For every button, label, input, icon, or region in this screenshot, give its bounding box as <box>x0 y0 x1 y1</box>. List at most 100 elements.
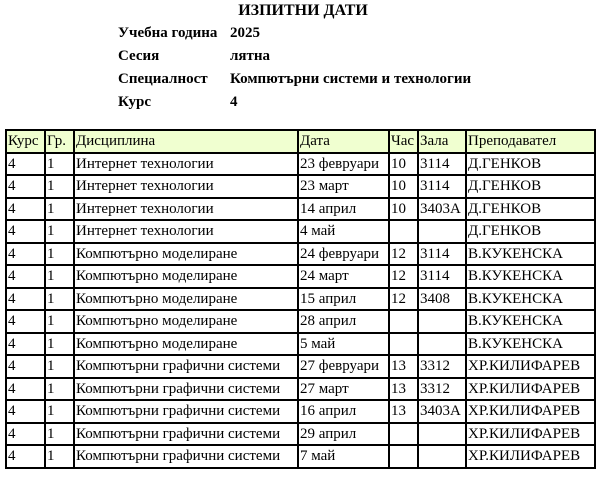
cell-group: 1 <box>44 151 75 176</box>
cell-room: 3114 <box>417 151 467 176</box>
cell-group: 1 <box>44 264 75 289</box>
cell-lecturer: ХР.КИЛИФАРЕВ <box>465 421 596 446</box>
cell-course: 4 <box>5 174 46 199</box>
column-header-discipline: Дисциплина <box>73 129 299 154</box>
cell-group: 1 <box>44 331 75 356</box>
cell-date: 27 февруари <box>297 354 390 379</box>
cell-lecturer: В.КУКЕНСКА <box>465 264 596 289</box>
cell-lecturer: ХР.КИЛИФАРЕВ <box>465 399 596 424</box>
cell-date: 15 април <box>297 286 390 311</box>
info-label: Учебна година <box>118 25 218 41</box>
table-row: 4 1 Компютърно моделиране 24 февруари 12 3114… <box>5 241 596 266</box>
cell-hour: 10 <box>388 151 419 176</box>
cell-room <box>417 331 467 356</box>
cell-course: 4 <box>5 354 46 379</box>
cell-discipline: Интернет технологии <box>73 174 299 199</box>
cell-date: 27 март <box>297 376 390 401</box>
table-row: 4 1 Компютърни графични системи 27 февруари… <box>5 354 596 379</box>
cell-group: 1 <box>44 219 75 244</box>
cell-hour <box>388 444 419 469</box>
cell-hour: 13 <box>388 354 419 379</box>
cell-group: 1 <box>44 196 75 221</box>
cell-group: 1 <box>44 286 75 311</box>
cell-date: 5 май <box>297 331 390 356</box>
info-label: Специалност <box>118 71 208 87</box>
cell-room <box>417 219 467 244</box>
cell-group: 1 <box>44 376 75 401</box>
info-label: Сесия <box>118 48 160 64</box>
cell-group: 1 <box>44 421 75 446</box>
cell-room <box>417 444 467 469</box>
table-row: 4 1 Интернет технологии 23 март 10 3114 Д.ГЕНК… <box>5 174 596 199</box>
table-row: 4 1 Компютърни графични системи 7 май ХР.КИЛ… <box>5 444 596 469</box>
cell-room: 3312 <box>417 376 467 401</box>
cell-hour <box>388 421 419 446</box>
cell-course: 4 <box>5 421 46 446</box>
cell-group: 1 <box>44 399 75 424</box>
table-row: 4 1 Интернет технологии 4 май Д.ГЕНКОВ <box>5 219 596 244</box>
cell-hour: 13 <box>388 399 419 424</box>
table-row: 4 1 Интернет технологии 23 февруари 10 3114 Д.… <box>5 151 596 176</box>
cell-hour: 13 <box>388 376 419 401</box>
column-header-lecturer: Преподавател <box>465 129 596 154</box>
cell-date: 23 март <box>297 174 390 199</box>
info-row-course: Курс 4 <box>118 91 471 114</box>
info-value: 2025 <box>230 25 260 41</box>
cell-discipline: Компютърни графични системи <box>73 444 299 469</box>
table-row: 4 1 Компютърно моделиране 15 април 12 3408 В.К… <box>5 286 596 311</box>
cell-discipline: Интернет технологии <box>73 196 299 221</box>
cell-date: 24 март <box>297 264 390 289</box>
table-row: 4 1 Интернет технологии 14 април 10 3403А Д.ГЕ… <box>5 196 596 221</box>
cell-date: 28 април <box>297 309 390 334</box>
table-row: 4 1 Компютърни графични системи 29 април ХР.… <box>5 421 596 446</box>
cell-course: 4 <box>5 219 46 244</box>
cell-discipline: Компютърни графични системи <box>73 376 299 401</box>
cell-course: 4 <box>5 264 46 289</box>
cell-date: 7 май <box>297 444 390 469</box>
cell-date: 29 април <box>297 421 390 446</box>
cell-room <box>417 309 467 334</box>
cell-discipline: Компютърно моделиране <box>73 241 299 266</box>
cell-room: 3312 <box>417 354 467 379</box>
exam-info: Учебна година 2025 Сесия лятна Специалност… <box>118 22 471 114</box>
cell-lecturer: Д.ГЕНКОВ <box>465 196 596 221</box>
cell-lecturer: В.КУКЕНСКА <box>465 309 596 334</box>
cell-lecturer: В.КУКЕНСКА <box>465 286 596 311</box>
exam-schedule-table: Курс Гр. Дисциплина Дата Час Зала Преподавател… <box>5 129 596 469</box>
info-row-session: Сесия лятна <box>118 45 471 68</box>
table-body: 4 1 Интернет технологии 23 февруари 10 3114 Д.… <box>5 151 596 469</box>
cell-hour: 10 <box>388 196 419 221</box>
cell-discipline: Интернет технологии <box>73 219 299 244</box>
cell-discipline: Компютърни графични системи <box>73 354 299 379</box>
info-value: 4 <box>230 94 238 110</box>
cell-date: 24 февруари <box>297 241 390 266</box>
cell-lecturer: В.КУКЕНСКА <box>465 331 596 356</box>
cell-course: 4 <box>5 241 46 266</box>
cell-course: 4 <box>5 309 46 334</box>
cell-hour: 10 <box>388 174 419 199</box>
cell-group: 1 <box>44 354 75 379</box>
info-row-specialty: Специалност Компютърни системи и технолог… <box>118 68 471 91</box>
cell-date: 16 април <box>297 399 390 424</box>
cell-lecturer: ХР.КИЛИФАРЕВ <box>465 376 596 401</box>
cell-room: 3403А <box>417 399 467 424</box>
cell-date: 23 февруари <box>297 151 390 176</box>
cell-lecturer: Д.ГЕНКОВ <box>465 151 596 176</box>
cell-hour: 12 <box>388 264 419 289</box>
cell-room <box>417 421 467 446</box>
cell-course: 4 <box>5 399 46 424</box>
cell-lecturer: Д.ГЕНКОВ <box>465 174 596 199</box>
info-value: Компютърни системи и технологии <box>230 71 472 87</box>
cell-course: 4 <box>5 286 46 311</box>
cell-group: 1 <box>44 241 75 266</box>
cell-hour: 12 <box>388 241 419 266</box>
cell-date: 4 май <box>297 219 390 244</box>
cell-lecturer: В.КУКЕНСКА <box>465 241 596 266</box>
cell-discipline: Компютърно моделиране <box>73 264 299 289</box>
cell-hour: 12 <box>388 286 419 311</box>
cell-discipline: Компютърно моделиране <box>73 331 299 356</box>
cell-hour <box>388 331 419 356</box>
cell-lecturer: ХР.КИЛИФАРЕВ <box>465 444 596 469</box>
cell-discipline: Компютърни графични системи <box>73 421 299 446</box>
column-header-hour: Час <box>388 129 419 154</box>
